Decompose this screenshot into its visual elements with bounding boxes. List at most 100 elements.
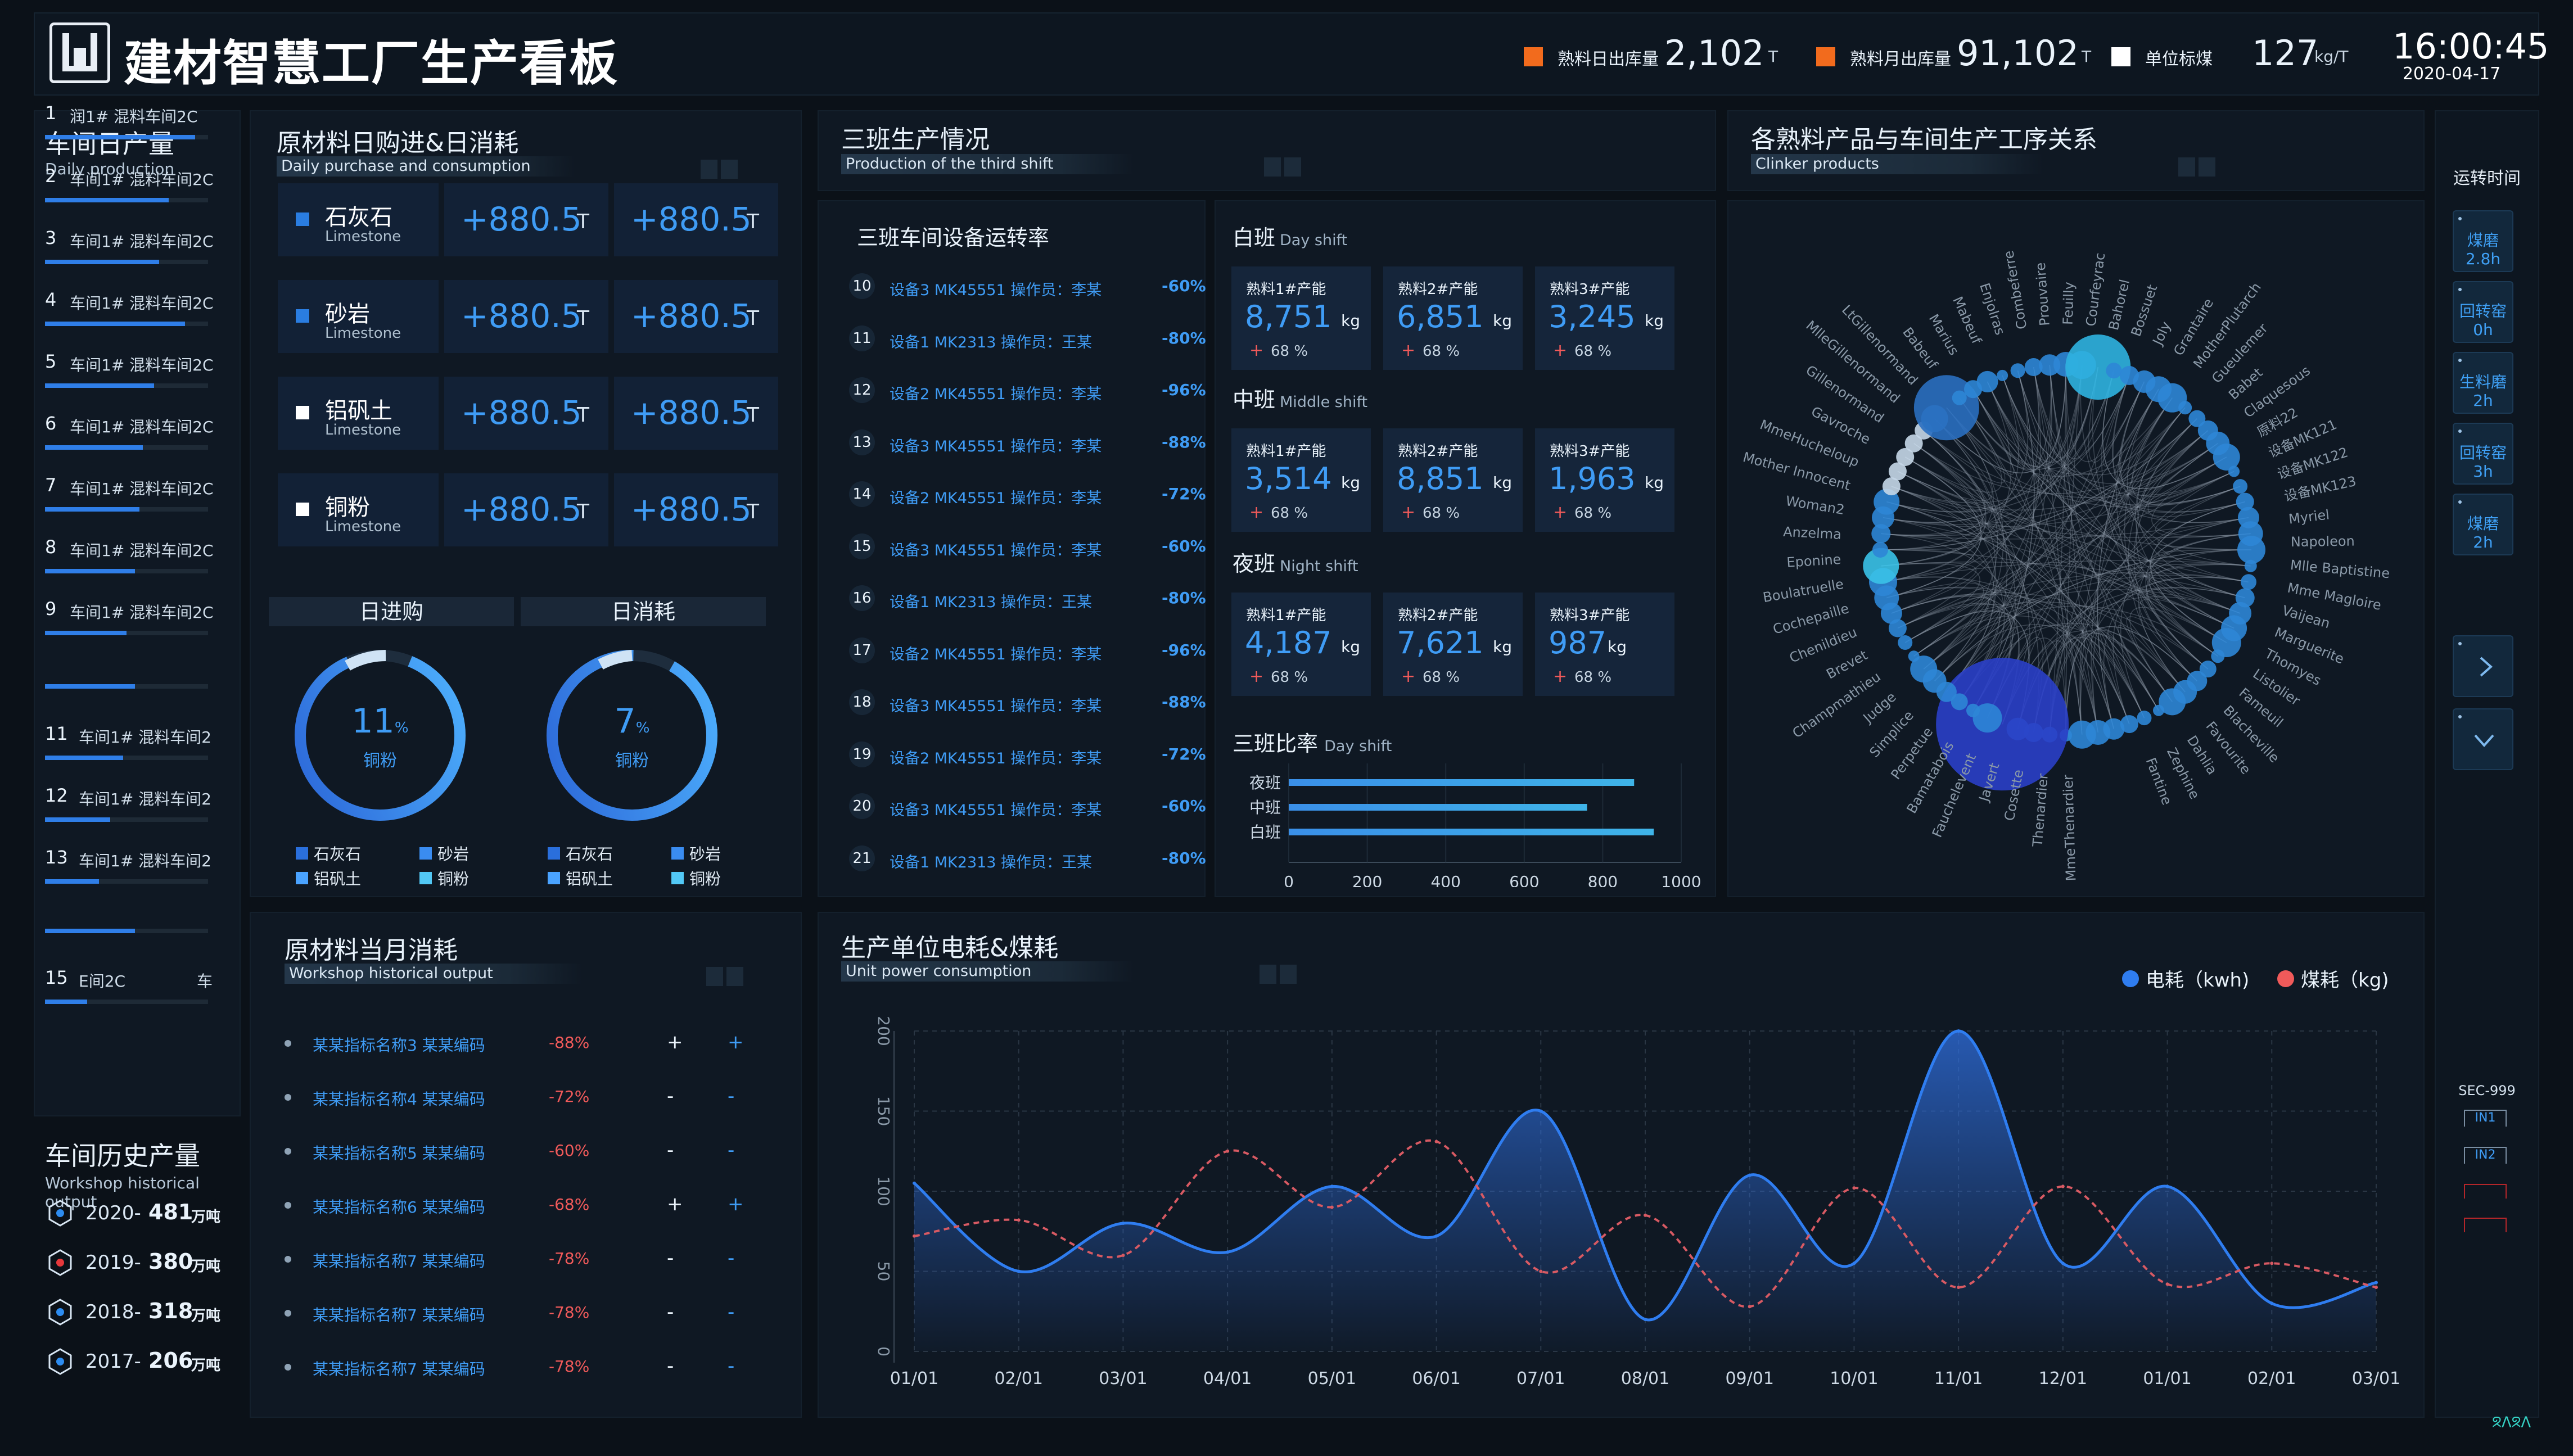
relation-node[interactable] [1997,369,2008,381]
panel-tab-icon[interactable] [721,160,738,179]
relation-node[interactable] [1863,548,1899,584]
shift-capacity-tile[interactable]: 熟料1#产能 3,514 kg +68 % [1231,428,1371,532]
relation-node[interactable] [1936,658,2069,791]
runtime-item[interactable]: 煤磨 2.8h [2453,210,2513,272]
relation-node[interactable] [1952,390,1967,405]
relation-graph[interactable]: Combeferre Prouvaire Feuilly CourfeyracBaho… [1728,201,2423,896]
relation-node[interactable] [2240,574,2256,590]
raw-material-name-cell[interactable]: 砂岩 Limestone [278,280,439,353]
panel-tab-icon[interactable] [2199,157,2215,177]
relation-node[interactable] [1872,542,1888,558]
relation-node[interactable] [2236,492,2254,511]
equipment-row[interactable]: 16 设备1 MK2313 操作员：王某 -80% [849,583,1206,614]
monthly-row[interactable]: 某某指标名称6 某某编码 -68% + + [285,1193,779,1227]
relation-node[interactable] [2178,401,2192,415]
workshop-daily-row[interactable]: 9 车间1# 混料车间2C [45,598,231,643]
raw-material-name-cell[interactable]: 石灰石 Limestone [278,183,439,256]
relation-node[interactable] [2244,559,2257,572]
relation-node[interactable] [1882,477,1901,496]
relation-node[interactable] [1966,703,1980,717]
history-row[interactable]: 2017- 206 万吨 [48,1346,240,1380]
relation-node[interactable] [2153,704,2164,716]
shift-capacity-tile[interactable]: 熟料1#产能 8,751 kg +68 % [1231,266,1371,370]
equipment-row[interactable]: 18 设备3 MK45551 操作员：李某 -88% [849,687,1206,718]
panel-tab-icon[interactable] [701,160,717,179]
runtime-item[interactable]: 生料磨 2h [2453,352,2513,414]
relation-node[interactable] [1896,448,1915,466]
shift-capacity-tile[interactable]: 熟料2#产能 8,851 kg +68 % [1383,428,1523,532]
relation-node[interactable] [2024,358,2043,377]
equipment-row[interactable]: 17 设备2 MK45551 操作员：李某 -96% [849,635,1206,667]
relation-node[interactable] [2106,363,2122,379]
equipment-row[interactable]: 13 设备3 MK45551 操作员：李某 -88% [849,427,1206,459]
shift-capacity-tile[interactable]: 熟料3#产能 1,963 kg +68 % [1535,428,1674,532]
workshop-daily-row[interactable]: 5 车间1# 混料车间2C [45,351,231,396]
raw-material-name-cell[interactable]: 铝矾土 Limestone [278,377,439,450]
relation-node[interactable] [2213,444,2240,471]
relation-node[interactable] [2010,363,2025,378]
monthly-row[interactable]: 某某指标名称7 某某编码 -78% - - [285,1301,779,1335]
relation-node[interactable] [1888,462,1907,481]
relation-node[interactable] [2137,711,2152,726]
relation-node[interactable] [2068,720,2096,749]
equipment-row[interactable]: 10 设备3 MK45551 操作员：李某 -60% [849,271,1206,302]
equipment-row[interactable]: 11 设备1 MK2313 操作员：王某 -80% [849,323,1206,355]
relation-node[interactable] [1874,489,1900,515]
shift-capacity-tile[interactable]: 熟料2#产能 7,621 kg +68 % [1383,593,1523,696]
workshop-daily-row[interactable]: 11 车间1# 混料车间2 [45,723,231,768]
monthly-row[interactable]: 某某指标名称4 某某编码 -72% - - [285,1085,779,1119]
workshop-daily-row[interactable]: 7 车间1# 混料车间2C [45,474,231,519]
shift-capacity-tile[interactable]: 熟料3#产能 3,245 kg +68 % [1535,266,1674,370]
relation-node[interactable] [1910,655,1938,683]
next-button[interactable] [2453,635,2513,697]
panel-tab-icon[interactable] [706,967,723,986]
history-row[interactable]: 2020- 481 万吨 [48,1197,240,1231]
shift-capacity-tile[interactable]: 熟料1#产能 4,187 kg +68 % [1231,593,1371,696]
monthly-row[interactable]: 某某指标名称7 某某编码 -78% - - [285,1247,779,1281]
relation-node[interactable] [2188,410,2206,427]
workshop-daily-row[interactable]: 4 车间1# 混料车间2C [45,289,231,334]
relation-node[interactable] [1904,434,1923,453]
workshop-daily-row[interactable]: 15 E间2C 车 [45,967,231,1012]
workshop-daily-row[interactable]: 12 车间1# 混料车间2 [45,785,231,830]
relation-node[interactable] [2120,715,2138,734]
relation-node[interactable] [2237,536,2265,564]
relation-node[interactable] [1908,650,1920,662]
workshop-daily-row[interactable]: 2 车间1# 混料车间2C [45,165,231,210]
runtime-item[interactable]: 回转窑 0h [2453,281,2513,343]
monthly-row[interactable]: 某某指标名称7 某某编码 -78% - - [285,1355,779,1389]
runtime-item[interactable]: 回转窑 3h [2453,423,2513,485]
relation-node[interactable] [2065,334,2131,400]
workshop-daily-row[interactable]: 3 车间1# 混料车间2C [45,227,231,272]
relation-node[interactable] [1913,375,1979,441]
panel-tab-icon[interactable] [1264,157,1281,177]
down-button[interactable] [2453,708,2513,770]
workshop-daily-row[interactable]: 6 车间1# 混料车间2C [45,413,231,458]
relation-node[interactable] [1898,635,1913,650]
relation-node[interactable] [1976,370,1998,392]
relation-node[interactable] [1871,524,1891,544]
panel-tab-icon[interactable] [1260,965,1276,984]
equipment-row[interactable]: 21 设备1 MK2313 操作员：王某 -80% [849,843,1206,875]
relation-node[interactable] [1951,693,1968,711]
panel-tab-icon[interactable] [2178,157,2195,177]
power-legend-item[interactable]: 煤耗（kg) [2277,965,2389,992]
monthly-row[interactable]: 某某指标名称5 某某编码 -60% - - [285,1139,779,1173]
monthly-row[interactable]: 某某指标名称3 某某编码 -88% + + [285,1031,779,1065]
shift-capacity-tile[interactable]: 熟料3#产能 987 kg +68 % [1535,593,1674,696]
power-legend-item[interactable]: 电耗（kwh) [2122,965,2249,992]
relation-node[interactable] [2159,688,2186,716]
equipment-row[interactable]: 19 设备2 MK45551 操作员：李某 -72% [849,739,1206,771]
panel-tab-icon[interactable] [1280,965,1297,984]
history-row[interactable]: 2018- 318 万吨 [48,1296,240,1330]
equipment-row[interactable]: 20 设备3 MK45551 操作员：李某 -60% [849,791,1206,822]
panel-tab-icon[interactable] [1284,157,1301,177]
workshop-daily-row[interactable]: 13 车间1# 混料车间2 [45,847,231,892]
raw-material-name-cell[interactable]: 铜粉 Limestone [278,473,439,546]
relation-node[interactable] [2233,479,2248,494]
workshop-daily-row[interactable]: 8 车间1# 混料车间2C [45,536,231,581]
workshop-daily-row[interactable]: 1 润1# 混料车间2C [45,102,231,147]
relation-node[interactable] [2211,649,2225,663]
shift-capacity-tile[interactable]: 熟料2#产能 6,851 kg +68 % [1383,266,1523,370]
history-row[interactable]: 2019- 380 万吨 [48,1247,240,1281]
